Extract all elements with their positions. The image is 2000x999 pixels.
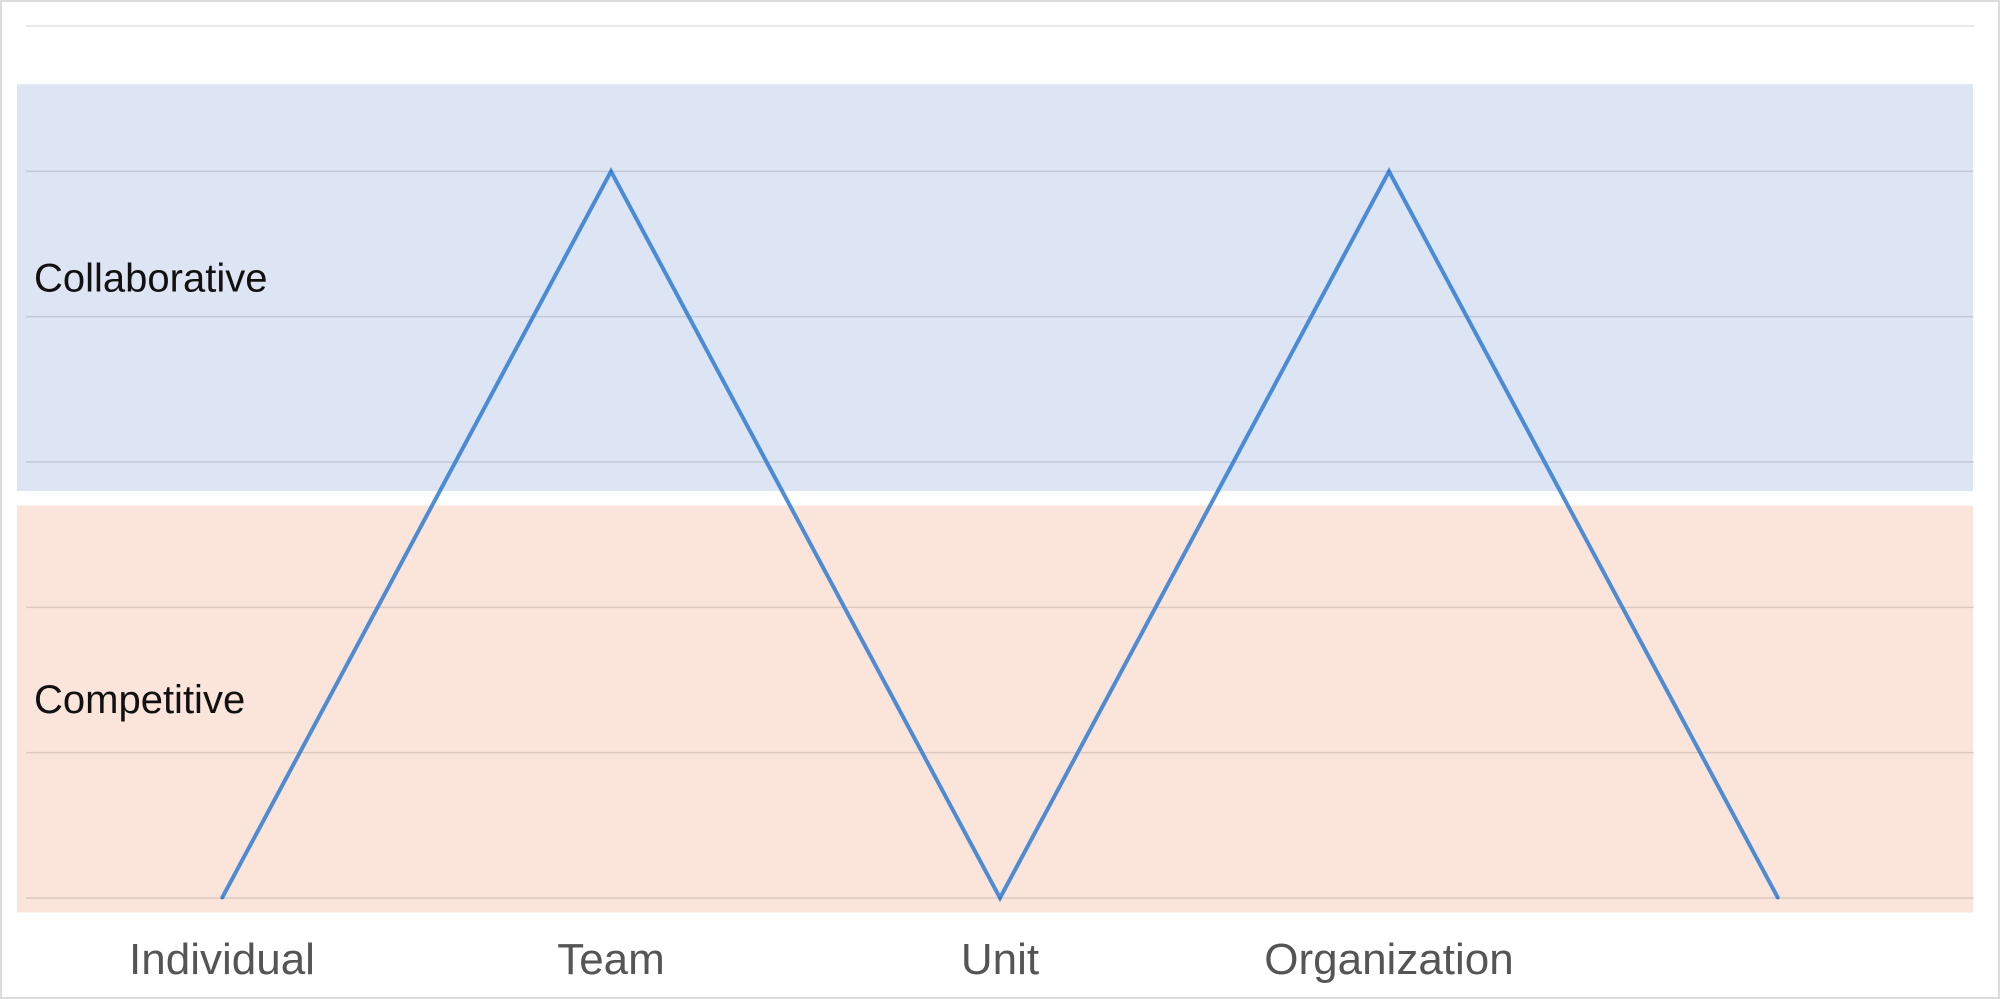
- data-point: [1776, 896, 1780, 900]
- data-point: [998, 896, 1002, 900]
- data-point: [220, 896, 224, 900]
- x-tick-label: Organization: [1264, 935, 1513, 984]
- band-competitive: [17, 505, 1973, 913]
- data-point: [609, 169, 613, 173]
- data-point: [1387, 169, 1391, 173]
- band-collaborative: [17, 84, 1973, 492]
- x-tick-label: Individual: [129, 935, 315, 984]
- x-tick-label: Team: [557, 935, 665, 984]
- x-tick-label: Unit: [961, 935, 1039, 984]
- band-label: Collaborative: [34, 257, 267, 301]
- band-label: Competitive: [34, 678, 245, 722]
